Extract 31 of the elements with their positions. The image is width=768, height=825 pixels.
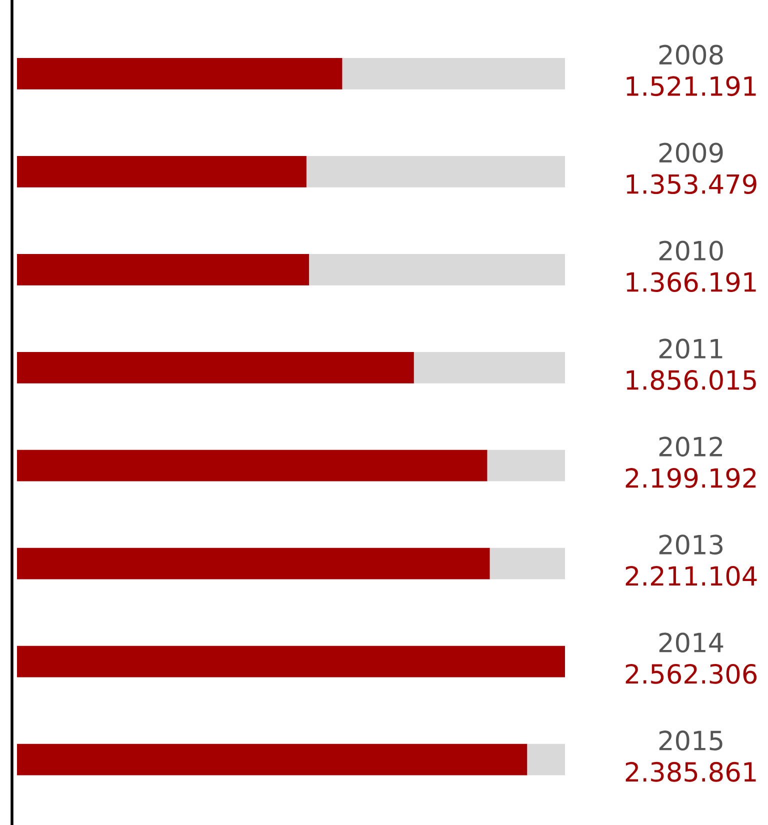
bar bbox=[414, 352, 565, 384]
y-tick-label: 2011 bbox=[659, 338, 722, 359]
data-label: 2.385.861 bbox=[626, 762, 756, 782]
data-label: 2.562.306 bbox=[626, 664, 757, 684]
y-tick-label: 2010 bbox=[659, 240, 723, 261]
bar bbox=[17, 352, 414, 384]
y-tick-label: 2012 bbox=[659, 436, 722, 457]
bar bbox=[17, 548, 490, 580]
y-tick-label: 2014 bbox=[659, 632, 724, 653]
bar bbox=[342, 58, 565, 90]
data-label: 2.211.104 bbox=[626, 566, 757, 586]
data-label: 1.521.191 bbox=[626, 76, 756, 96]
bar bbox=[17, 58, 342, 90]
bar bbox=[17, 254, 310, 286]
data-label: 1.353.479 bbox=[626, 174, 756, 194]
bar bbox=[17, 744, 528, 776]
bar bbox=[309, 254, 565, 286]
bar bbox=[17, 450, 488, 482]
y-tick-label: 2008 bbox=[659, 44, 723, 65]
y-tick-label: 2013 bbox=[659, 534, 723, 555]
bar bbox=[487, 450, 565, 482]
bar bbox=[17, 646, 565, 678]
bar bbox=[306, 156, 565, 188]
data-label: 1.366.191 bbox=[626, 272, 756, 292]
bar bbox=[527, 744, 565, 776]
data-label: 2.199.192 bbox=[626, 468, 756, 488]
y-tick-label: 2009 bbox=[659, 142, 723, 163]
bar bbox=[490, 548, 565, 580]
bar bbox=[17, 156, 306, 188]
y-tick-label: 2015 bbox=[659, 730, 722, 751]
data-label: 1.856.015 bbox=[626, 370, 756, 390]
